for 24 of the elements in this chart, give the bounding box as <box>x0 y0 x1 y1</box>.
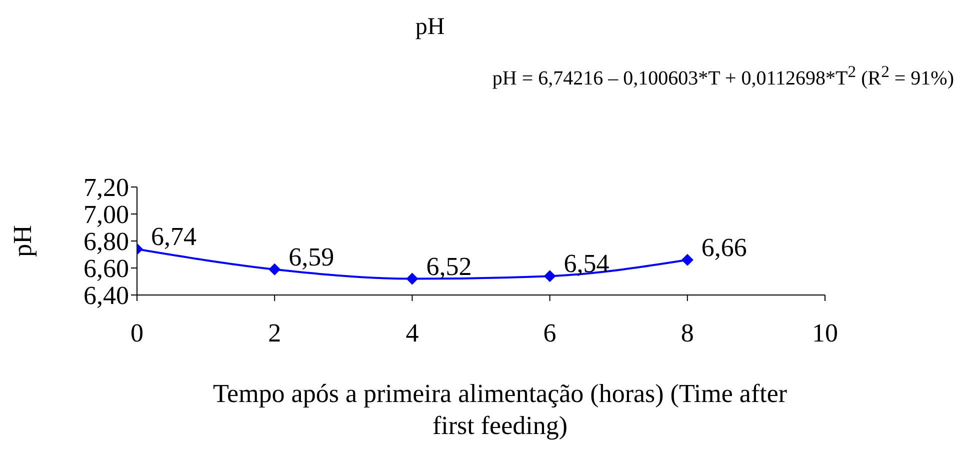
point <box>406 272 418 285</box>
point <box>681 254 694 266</box>
x-tick-label: 2 <box>268 318 282 348</box>
x-axis-title: Tempo após a primeira alimentação (horas) (Time after first feeding) <box>212 378 788 442</box>
chart-title: pH <box>414 14 446 41</box>
x-tick-label: 4 <box>406 318 419 348</box>
x-tick-label: 6 <box>543 318 556 348</box>
data-label: 6,52 <box>426 252 472 281</box>
x-tick-label: 8 <box>680 318 694 348</box>
y-tick-label: 6,60 <box>84 254 129 284</box>
x-tick-label: 0 <box>130 318 144 348</box>
y-axis-title: pH <box>8 224 38 257</box>
data-label: 6,54 <box>564 249 610 278</box>
y-tick-label: 6,80 <box>84 227 129 256</box>
y-tick-label: 7,00 <box>84 200 129 230</box>
data-label: 6,66 <box>701 232 747 262</box>
point <box>544 270 556 282</box>
x-tick-label: 10 <box>812 318 838 348</box>
point <box>268 263 281 276</box>
text: pH = 6,74216 – 0,100603*T + 0,0112698*T$^{2}$ (R$^{2}$ = 91%) <box>492 62 954 91</box>
data-label: 6,59 <box>288 242 334 272</box>
y-tick-label: 6,40 <box>84 281 129 310</box>
y-tick-label: 7,20 <box>84 173 129 202</box>
data-label: 6,74 <box>151 222 196 252</box>
